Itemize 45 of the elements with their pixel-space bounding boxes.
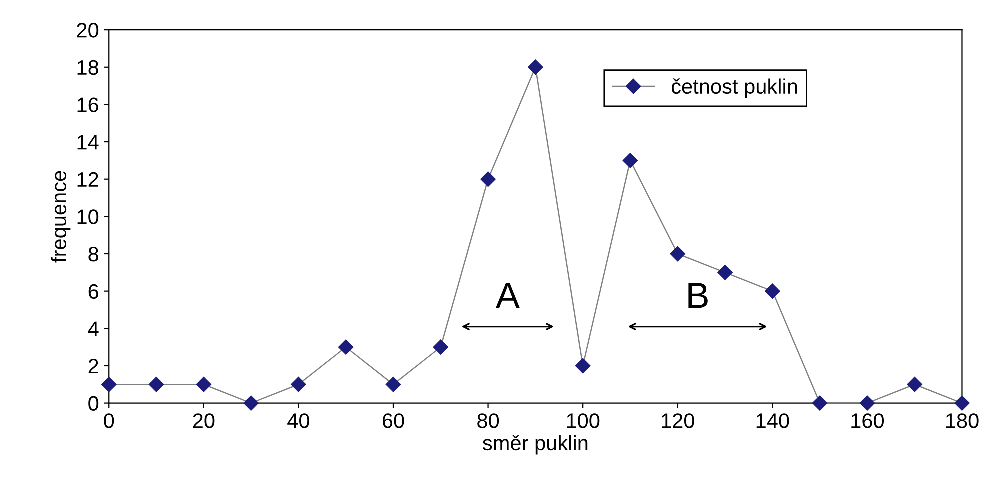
point [670,246,686,262]
annotation: B [688,283,708,308]
point [196,377,212,392]
point [907,377,922,392]
y-tick-label: 4 [88,322,99,336]
point [338,340,354,355]
point [148,377,164,392]
point [622,153,638,168]
x-tick-label: 140 [756,414,790,428]
y-tick-label: 0 [88,396,99,412]
x-tick-label: 20 [193,414,215,428]
point [718,265,733,280]
x-tick-label: 40 [288,414,310,428]
x-tick-label: 160 [852,414,884,428]
x-tick-label: 80 [478,414,500,428]
y-tick-label: 8 [88,247,98,262]
point [102,377,117,392]
point [576,358,591,374]
y-tick-label: 2 [88,358,98,374]
point [528,60,544,75]
point [244,396,259,411]
point [860,396,876,411]
y-axis-title: frequence [51,171,71,263]
point [812,396,828,411]
point [386,377,402,392]
x-tick-label: 120 [662,414,694,428]
y-tick-label: 18 [78,60,98,76]
point [954,396,970,411]
y-tick-label: 12 [78,172,98,187]
y-tick-label: 16 [78,98,98,112]
y-tick-label: 10 [78,210,99,224]
x-tick-label: 0 [104,414,114,428]
annotation: A [496,283,520,308]
x-tick-label: 100 [567,414,600,428]
point [291,377,306,392]
y-tick-label: 14 [78,135,99,150]
y-tick-label: 6 [88,284,98,300]
point [480,172,496,187]
y-tick-label: 20 [77,23,99,38]
x-tick-label: 180 [946,414,979,428]
x-tick-label: 60 [382,414,404,428]
x-axis-title: směr puklin [483,435,588,455]
legend-label: četnost puklin [672,78,798,98]
point [433,340,448,355]
point [765,284,780,299]
